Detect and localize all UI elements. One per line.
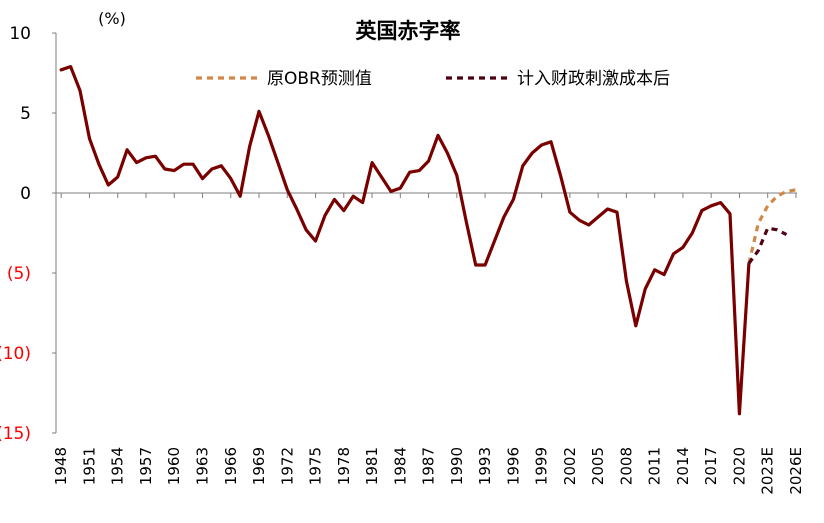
y-tick-label: 10 xyxy=(9,24,31,44)
legend-label: 原OBR预测值 xyxy=(267,69,372,89)
series-line-with-stimulus xyxy=(747,226,788,265)
y-tick-label: 0 xyxy=(20,184,31,204)
y-tick-label: (5) xyxy=(7,264,31,284)
x-tick-label: 1996 xyxy=(504,447,522,485)
y-unit-label: (%) xyxy=(98,9,126,28)
x-tick-label: 1948 xyxy=(52,447,70,485)
x-tick-label: 2005 xyxy=(589,447,607,485)
x-tick-label: 1972 xyxy=(278,447,296,485)
x-tick-label: 2014 xyxy=(674,447,692,485)
x-tick-label: 1954 xyxy=(109,447,127,485)
y-tick-label: (15) xyxy=(0,424,31,444)
series-lines xyxy=(59,65,797,416)
series-line-obr-forecast xyxy=(747,188,797,264)
legend-label: 计入财政刺激成本后 xyxy=(517,69,670,89)
x-tick-label: 2026E xyxy=(787,447,805,495)
axes: 10 5 0 (5) (10) (15) 1948 1951 1954 1957 1960 1963 1… xyxy=(0,24,805,495)
x-tick-label: 1981 xyxy=(363,447,381,485)
x-tick-label: 1969 xyxy=(250,447,268,485)
x-tick-label: 1993 xyxy=(476,447,494,485)
x-tick-label: 2020 xyxy=(730,447,748,485)
x-tick-label: 1966 xyxy=(222,447,240,485)
y-tick-label: 5 xyxy=(20,104,31,124)
x-tick-label: 2023E xyxy=(759,447,777,495)
x-tick-label: 1990 xyxy=(448,447,466,485)
x-tick-label: 1951 xyxy=(80,447,98,485)
x-tick-label: 2008 xyxy=(617,447,635,485)
x-tick-label: 1978 xyxy=(335,447,353,485)
x-tick-label: 1957 xyxy=(137,447,155,485)
x-tick-label: 2011 xyxy=(646,447,664,485)
x-tick-label: 1960 xyxy=(165,447,183,485)
x-tick-label: 1975 xyxy=(307,447,325,485)
legend: 原OBR预测值 计入财政刺激成本后 xyxy=(196,69,670,89)
x-tick-label: 1999 xyxy=(533,447,551,485)
series-line-actual xyxy=(59,65,751,416)
chart-title: 英国赤字率 xyxy=(356,19,461,43)
y-tick-label: (10) xyxy=(0,344,31,364)
x-tick-label: 2017 xyxy=(702,447,720,485)
x-tick-label: 1984 xyxy=(391,447,409,485)
x-tick-label: 1963 xyxy=(194,447,212,485)
x-tick-label: 1987 xyxy=(420,447,438,485)
x-tick-label: 2002 xyxy=(561,447,579,485)
